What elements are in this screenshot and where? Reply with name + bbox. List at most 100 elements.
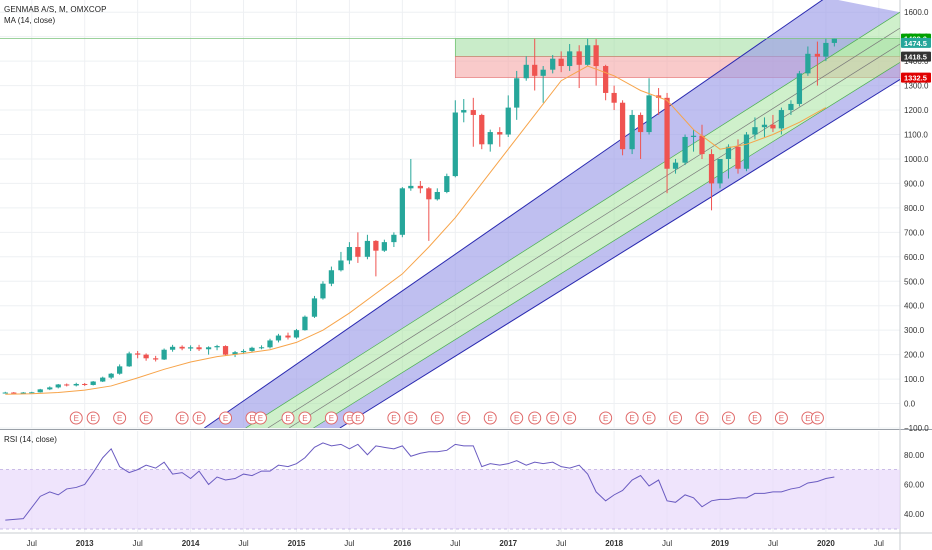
- earnings-circle: [404, 411, 418, 425]
- candle-body: [558, 58, 564, 67]
- candle-body: [285, 335, 291, 338]
- rsi-legend-label: RSI (14, close): [4, 435, 57, 444]
- price-tag-bg: [901, 51, 931, 62]
- price-tick-label: −100.0: [904, 424, 929, 433]
- candle-body: [479, 114, 485, 145]
- candle: [37, 388, 43, 393]
- time-tick-label: 2015: [288, 539, 306, 548]
- candle-body: [576, 51, 582, 65]
- candle: [637, 112, 644, 159]
- candle: [831, 38, 837, 47]
- candle: [320, 281, 326, 300]
- earnings-e-icon: E: [86, 411, 100, 425]
- candle: [293, 328, 300, 339]
- candle: [214, 344, 220, 351]
- earnings-label: E: [646, 414, 651, 423]
- candle: [373, 240, 379, 277]
- time-tick-label: 2013: [76, 539, 94, 548]
- price-tag-label: 1332.5: [904, 74, 927, 83]
- candle: [126, 351, 132, 367]
- earnings-label: E: [74, 414, 79, 423]
- earnings-circle: [324, 411, 338, 425]
- earnings-label: E: [223, 414, 228, 423]
- earnings-label: E: [91, 414, 96, 423]
- earnings-circle: [774, 411, 788, 425]
- candle-body: [611, 92, 617, 103]
- candle: [664, 92, 670, 194]
- candle: [796, 70, 803, 107]
- earnings-circle: [599, 411, 613, 425]
- candle: [82, 382, 88, 386]
- price-tick-label: 1100.0: [904, 131, 928, 140]
- candle: [169, 344, 176, 352]
- price-tag-bg: [901, 72, 931, 83]
- earnings-circle: [546, 411, 560, 425]
- candle: [117, 364, 123, 375]
- price-tick-label: 400.0: [904, 302, 925, 311]
- price-tick-label: 1300.0: [904, 82, 929, 91]
- time-tick-label: Jul: [556, 539, 566, 548]
- candle: [778, 107, 785, 135]
- time-tick-label: 2014: [182, 539, 200, 548]
- rsi-band: [0, 469, 900, 530]
- candle: [355, 232, 361, 263]
- candlestick-series: [2, 38, 837, 394]
- candle: [585, 38, 591, 67]
- candle-body: [108, 373, 114, 378]
- candle: [725, 144, 732, 179]
- rsi-axis[interactable]: 40.00 60.00 80.00: [904, 451, 925, 519]
- candle-body: [311, 298, 318, 317]
- candle: [629, 110, 635, 155]
- rsi-legend: RSI (14, close): [4, 434, 57, 445]
- channel-line: [245, 11, 900, 428]
- candle: [487, 129, 493, 152]
- candle-body: [550, 58, 556, 70]
- channel-line: [204, 0, 824, 428]
- candle-body: [267, 340, 273, 348]
- earnings-label: E: [461, 414, 466, 423]
- earnings-label: E: [355, 414, 360, 423]
- candle: [611, 85, 617, 111]
- time-axis[interactable]: Jul 2013 Jul 2014 Jul 2015 Jul 2016 Jul 2017 Jul 20…: [27, 539, 885, 548]
- earnings-circle: [810, 411, 824, 425]
- earnings-circle: [86, 411, 100, 425]
- earnings-e-icon: E: [625, 411, 639, 425]
- price-axis[interactable]: −100.0 0.0 100.0 200.0 300.0 400.0 500.0 600.0 7…: [904, 8, 929, 433]
- candle: [196, 344, 202, 351]
- candle-body: [249, 347, 255, 351]
- earnings-circle: [695, 411, 709, 425]
- earnings-e-icon: E: [599, 411, 613, 425]
- candle: [73, 382, 79, 387]
- candle: [64, 383, 70, 387]
- candle-body: [320, 283, 326, 299]
- candle-body: [143, 354, 149, 359]
- candle: [153, 355, 159, 362]
- candle: [523, 56, 529, 81]
- candle-body: [82, 383, 88, 385]
- time-tick-label: 2019: [711, 539, 729, 548]
- candle: [814, 41, 821, 86]
- candle-body: [796, 73, 803, 104]
- candle: [381, 239, 387, 252]
- earnings-circle: [298, 411, 312, 425]
- time-tick-label: Jul: [874, 539, 884, 548]
- candle: [603, 64, 609, 101]
- time-tick-label: 2016: [393, 539, 411, 548]
- ma-legend: MA (14, close): [4, 16, 56, 25]
- earnings-label: E: [435, 414, 440, 423]
- price-tick-label: 200.0: [904, 351, 925, 360]
- candle-body: [725, 146, 732, 159]
- earnings-e-icon: E: [351, 411, 365, 425]
- candle-body: [302, 316, 308, 331]
- candle-body: [169, 346, 176, 350]
- candle-body: [690, 135, 697, 137]
- candle-body: [2, 392, 8, 394]
- candle-body: [346, 247, 353, 261]
- candle: [452, 100, 458, 178]
- candle-body: [452, 112, 458, 177]
- time-tick-label: Jul: [662, 539, 672, 548]
- candle-body: [214, 346, 220, 348]
- earnings-label: E: [815, 414, 820, 423]
- price-tag: 1332.5: [901, 72, 931, 83]
